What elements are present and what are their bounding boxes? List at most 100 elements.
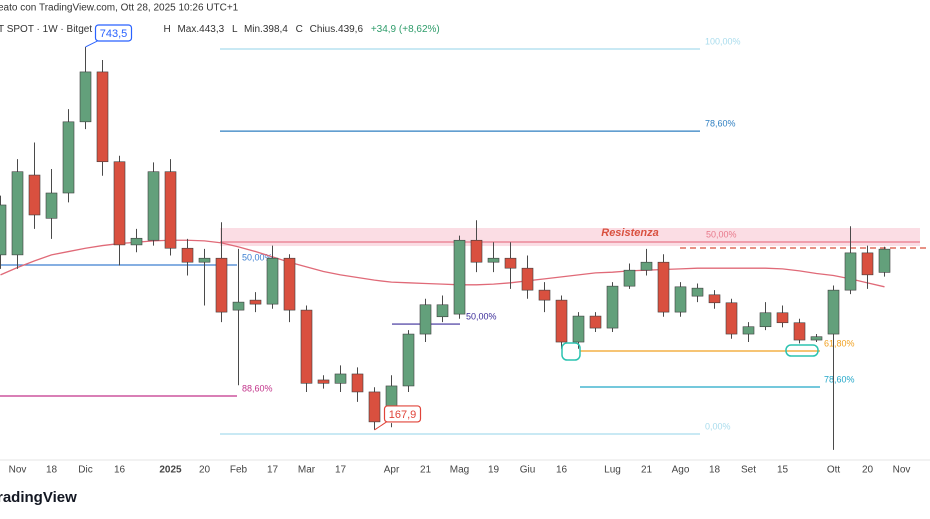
header-field: H bbox=[163, 24, 170, 35]
header-change: +34,9 (+8,62%) bbox=[371, 24, 440, 35]
x-tick-label: Ago bbox=[672, 465, 690, 476]
callout-label: 743,5 bbox=[100, 28, 128, 40]
candle-body bbox=[79, 71, 92, 123]
x-tick-label: 16 bbox=[556, 465, 568, 476]
candle-body bbox=[623, 269, 636, 287]
header-quote: T SPOT · 1W · Bitget O H Max.443,3 L Min… bbox=[0, 24, 440, 35]
candle-body bbox=[521, 267, 534, 291]
candle-body bbox=[504, 257, 517, 269]
candle-body bbox=[453, 239, 466, 315]
candle-body bbox=[11, 171, 24, 256]
header-field: Min.398,4 bbox=[244, 24, 288, 35]
candle-body bbox=[232, 301, 245, 311]
x-tick-label: 21 bbox=[420, 465, 432, 476]
candle-body bbox=[759, 312, 772, 328]
level-label: 61,80% bbox=[824, 338, 855, 348]
x-tick-label: Nov bbox=[9, 465, 27, 476]
candle-body bbox=[351, 373, 364, 393]
candle-body bbox=[725, 302, 738, 335]
highlight-circle bbox=[785, 344, 819, 357]
candle-body bbox=[113, 161, 126, 246]
candle-body bbox=[572, 315, 585, 343]
candle-body bbox=[538, 289, 551, 301]
candle-body bbox=[793, 322, 806, 341]
candle-body bbox=[640, 261, 653, 271]
level-label: 50,00% bbox=[706, 229, 737, 239]
header-field: C bbox=[296, 24, 303, 35]
candle-body bbox=[708, 294, 721, 304]
candle-body bbox=[436, 304, 449, 318]
header-source: eato con TradingView.com, Ott 28, 2025 1… bbox=[0, 3, 239, 14]
candle-body bbox=[606, 285, 619, 329]
x-tick-label: 15 bbox=[777, 465, 789, 476]
resistance-zone bbox=[220, 228, 920, 247]
candle-body bbox=[266, 257, 279, 305]
candle-body bbox=[589, 315, 602, 329]
candle-body bbox=[317, 379, 330, 384]
candle-body bbox=[742, 326, 755, 335]
candle-body bbox=[844, 252, 857, 291]
watermark: radingView bbox=[0, 489, 77, 506]
x-tick-label: Lug bbox=[604, 465, 621, 476]
header-field: Chius.439,6 bbox=[310, 24, 364, 35]
candle-body bbox=[45, 192, 58, 219]
level-label: 100,00% bbox=[705, 36, 741, 46]
zone-label: Resistenza bbox=[601, 227, 658, 239]
moving-average bbox=[0, 239, 885, 288]
header-field: Max.443,3 bbox=[177, 24, 224, 35]
header-symbol: T SPOT · 1W · Bitget bbox=[0, 24, 92, 35]
candle-body bbox=[419, 304, 432, 335]
x-tick-label: 16 bbox=[114, 465, 126, 476]
candle-body bbox=[300, 309, 313, 384]
candle-body bbox=[555, 299, 568, 343]
x-tick-label: 21 bbox=[641, 465, 653, 476]
candle-body bbox=[62, 121, 75, 194]
x-tick-label: 19 bbox=[488, 465, 500, 476]
x-tick-label: 18 bbox=[709, 465, 721, 476]
x-tick-label: Feb bbox=[230, 465, 248, 476]
level-label: 50,00% bbox=[242, 252, 273, 262]
candle-body bbox=[181, 247, 194, 263]
candle-body bbox=[402, 333, 415, 387]
header-field: L bbox=[232, 24, 238, 35]
x-tick-label: 2025 bbox=[159, 465, 182, 476]
candle-body bbox=[130, 237, 143, 246]
candle-body bbox=[215, 257, 228, 313]
x-tick-label: 17 bbox=[267, 465, 279, 476]
x-tick-label: Mar bbox=[298, 465, 316, 476]
candle-body bbox=[283, 257, 296, 311]
candle-body bbox=[674, 286, 687, 313]
candle-body bbox=[827, 289, 840, 335]
x-tick-label: Giu bbox=[520, 465, 536, 476]
candle-body bbox=[657, 261, 670, 313]
highlight-circle bbox=[561, 342, 581, 361]
level-label: 50,00% bbox=[466, 311, 497, 321]
x-tick-label: Dic bbox=[78, 465, 92, 476]
x-tick-label: 20 bbox=[199, 465, 211, 476]
callout-box bbox=[94, 24, 133, 42]
callout-box bbox=[383, 405, 422, 423]
candle-body bbox=[249, 299, 262, 305]
candle-body bbox=[164, 171, 177, 249]
x-tick-label: Apr bbox=[384, 465, 400, 476]
candle-body bbox=[96, 71, 109, 163]
x-tick-label: Ott bbox=[827, 465, 841, 476]
candle-body bbox=[147, 171, 160, 241]
level-label: 78,60% bbox=[705, 119, 736, 129]
x-tick-label: 20 bbox=[862, 465, 874, 476]
level-label: 88,60% bbox=[242, 383, 273, 393]
candle-body bbox=[810, 336, 823, 341]
candle-body bbox=[878, 248, 891, 273]
candle-body bbox=[691, 287, 704, 297]
x-tick-label: 18 bbox=[46, 465, 58, 476]
candle-body bbox=[334, 373, 347, 384]
candle-body bbox=[28, 174, 41, 216]
callout-label: 167,9 bbox=[389, 409, 417, 421]
candle-body bbox=[198, 257, 211, 263]
x-tick-label: Nov bbox=[893, 465, 911, 476]
x-tick-label: 17 bbox=[335, 465, 347, 476]
x-tick-label: Mag bbox=[450, 465, 469, 476]
x-tick-label: Set bbox=[741, 465, 756, 476]
level-label: 0,00% bbox=[705, 421, 731, 431]
